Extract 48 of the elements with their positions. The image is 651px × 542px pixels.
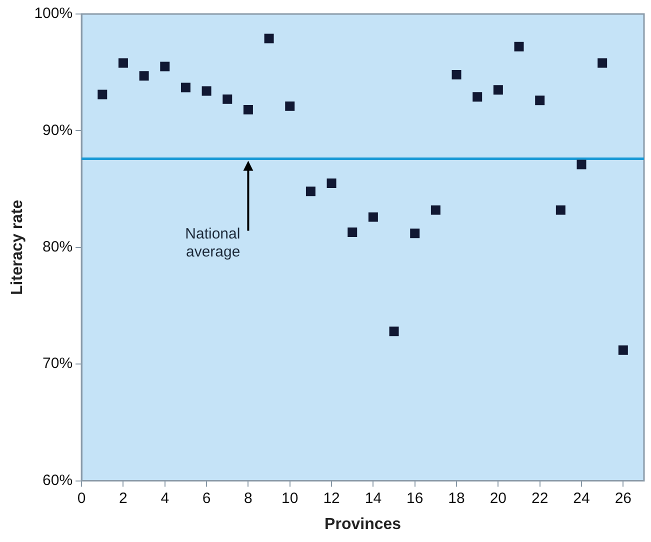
y-tick-label: 70% <box>42 355 73 372</box>
point <box>180 82 190 92</box>
point <box>576 160 586 170</box>
point <box>348 227 358 237</box>
x-tick-label: 26 <box>614 490 632 507</box>
point <box>618 345 628 355</box>
x-tick-label: 22 <box>532 490 548 507</box>
x-tick-label: 12 <box>323 490 340 507</box>
x-tick-label: 16 <box>406 490 424 507</box>
x-tick-label: 6 <box>202 490 211 507</box>
point <box>472 92 482 102</box>
point <box>222 94 232 104</box>
x-tick-label: 2 <box>119 490 128 507</box>
point <box>98 90 108 100</box>
point <box>535 96 545 106</box>
point <box>326 178 336 188</box>
x-tick-label: 18 <box>448 490 465 507</box>
y-tick-label: 60% <box>42 472 73 489</box>
x-tick-label: 24 <box>573 490 590 507</box>
point <box>160 62 170 72</box>
point <box>430 205 440 215</box>
annotation: National average <box>185 225 240 260</box>
point <box>285 101 295 111</box>
point <box>598 58 608 68</box>
point <box>264 34 274 44</box>
point <box>514 42 524 52</box>
point <box>202 86 212 96</box>
y-axis-title: Literacy rate <box>9 200 26 295</box>
x-tick-label: 0 <box>77 490 86 507</box>
point <box>243 104 253 114</box>
x-axis-title: Provinces <box>324 516 402 533</box>
y-tick-label: 100% <box>34 5 73 22</box>
point <box>306 186 316 196</box>
x-tick-label: 4 <box>160 490 170 507</box>
point <box>493 85 503 95</box>
point <box>118 58 128 68</box>
x-tick-label: 20 <box>490 490 507 507</box>
y-tick-label: 80% <box>42 238 73 256</box>
point <box>556 205 566 215</box>
point <box>389 326 399 336</box>
x-tick-label: 8 <box>244 490 252 507</box>
point <box>452 70 462 80</box>
point <box>410 228 420 238</box>
y-tick-label: 90% <box>42 122 73 139</box>
x-tick-label: 10 <box>282 490 298 507</box>
point <box>368 212 378 222</box>
point <box>139 71 149 81</box>
x-tick-label: 14 <box>364 490 382 507</box>
